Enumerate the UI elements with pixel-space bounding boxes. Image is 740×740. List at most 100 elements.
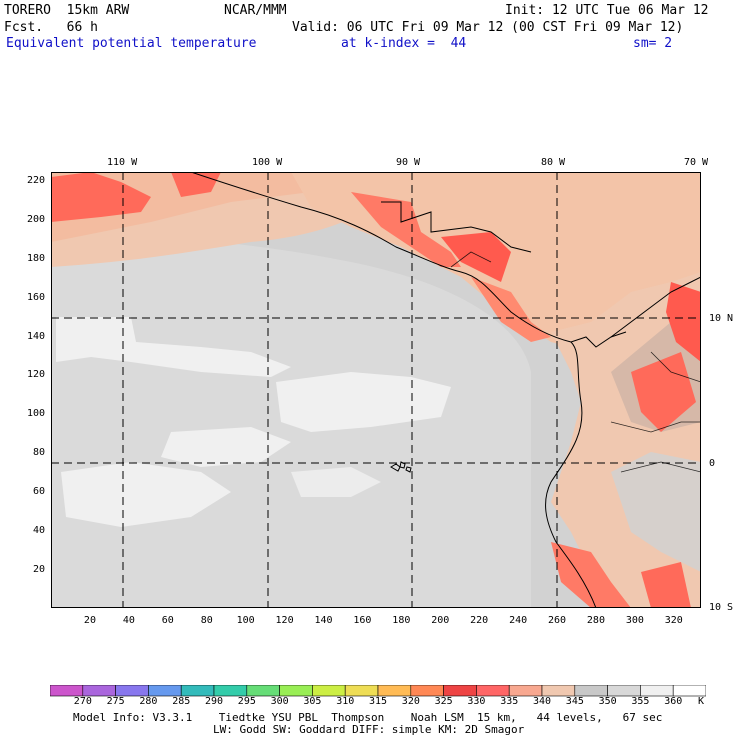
forecast-hour: Fcst. 66 h (4, 20, 98, 35)
colorbar-label: 285 (172, 696, 191, 707)
grid-x-label: 100 (236, 615, 255, 626)
colorbar-label: 310 (336, 696, 355, 707)
init-time: Init: 12 UTC Tue 06 Mar 12 (505, 3, 709, 18)
grid-y-label: 100 (27, 408, 46, 420)
colorbar-swatch (82, 684, 116, 697)
grid-y-label: 180 (27, 252, 46, 264)
colorbar-label: 270 (73, 696, 92, 707)
warm-peru (551, 542, 631, 608)
longitude-label: 70 W (684, 157, 709, 168)
grid-x-label: 160 (353, 615, 372, 626)
colorbar-swatch (574, 684, 608, 697)
colorbar-swatch (476, 684, 510, 697)
grid-x-label: 40 (122, 615, 135, 626)
warm-colombia (631, 352, 696, 432)
grid-x-label: 280 (586, 615, 605, 626)
k-index: at k-index = 44 (341, 36, 467, 51)
warm-nicaragua (441, 232, 511, 282)
colorbar-label: 280 (139, 696, 158, 707)
grid-x-label: 80 (200, 615, 213, 626)
colorbar-label: 345 (565, 696, 584, 707)
colorbar-swatch (508, 684, 543, 697)
graticule (51, 172, 701, 608)
colorbar-label: 320 (401, 696, 420, 707)
longitude-label: 80 W (541, 157, 566, 168)
colorbar-label: 335 (500, 696, 519, 707)
latitude-label: 0 (709, 458, 716, 469)
grid-x-label: 200 (431, 615, 450, 626)
latitude-label: 10 S (709, 602, 734, 613)
longitude-label: 90 W (396, 157, 421, 168)
colorbar-swatch (443, 684, 477, 697)
white-patch-3 (161, 427, 291, 467)
institution-label: NCAR/MMM (224, 3, 287, 18)
warm-guatemala (351, 192, 461, 267)
colorbar-unit: K (698, 696, 705, 707)
colorbar-swatch (672, 684, 707, 697)
grid-x-label: 20 (83, 615, 96, 626)
grid-x-label: 320 (664, 615, 683, 626)
colorbar-swatch (607, 684, 641, 697)
colorbar-label: 295 (237, 696, 256, 707)
field-name: Equivalent potential temperature (6, 36, 257, 51)
model-info: Model Info: V3.3.1 Tiedtke YSU PBL Thomp… (73, 711, 663, 724)
warm-south (641, 562, 691, 608)
colorbar-swatch (213, 684, 248, 697)
grid-y-label: 20 (33, 564, 46, 576)
latitude-label: 10 N (709, 313, 734, 324)
grid-x-label: 220 (470, 615, 489, 626)
colorbar-label: 275 (106, 696, 125, 707)
valid-time: Valid: 06 UTC Fri 09 Mar 12 (00 CST Fri … (292, 20, 684, 35)
colorbar-label: 325 (434, 696, 453, 707)
colorbar-label: 350 (598, 696, 617, 707)
grid-x-label: 60 (161, 615, 174, 626)
model-title: TORERO 15km ARW (4, 3, 130, 18)
model-physics: LW: Godd SW: Goddard DIFF: simple KM: 2D… (213, 723, 525, 736)
colorbar-label: 340 (533, 696, 552, 707)
colorbar-swatch (49, 684, 84, 697)
colorbar-label: 315 (369, 696, 388, 707)
colorbar (49, 682, 707, 701)
colorbar-label: 290 (205, 696, 224, 707)
white-patch-2 (276, 372, 451, 432)
colorbar-label: 305 (303, 696, 322, 707)
colorbar-swatch (279, 684, 313, 697)
map-frame (51, 172, 701, 608)
colorbar-swatch (148, 684, 182, 697)
grid-y-label: 140 (27, 330, 46, 342)
grid-x-label: 260 (547, 615, 567, 626)
colorbar-swatch (312, 684, 346, 697)
grid-y-label: 60 (33, 486, 46, 498)
theta-e-map[interactable] (51, 172, 701, 608)
map-panel[interactable] (51, 172, 701, 608)
colorbar-swatch (180, 684, 215, 697)
sa-gray-south (611, 452, 701, 572)
longitude-label: 110 W (107, 157, 138, 168)
colorbar-label: 360 (664, 696, 683, 707)
colorbar-swatch (377, 684, 412, 697)
grid-y-label: 160 (27, 291, 46, 303)
smoothing: sm= 2 (633, 36, 673, 51)
white-patch-5 (291, 467, 381, 497)
colorbar-label: 355 (631, 696, 650, 707)
grid-x-label: 240 (509, 615, 528, 626)
grid-y-label: 120 (27, 369, 46, 381)
coastlines (190, 172, 701, 608)
colorbar-label: 330 (467, 696, 486, 707)
colorbar-swatch (344, 684, 379, 697)
colorbar-swatch (541, 684, 576, 697)
white-patch-1 (56, 317, 291, 377)
grid-y-label: 40 (33, 525, 46, 537)
colorbar-swatch (115, 684, 149, 697)
colorbar-swatch (410, 684, 444, 697)
colorbar-swatches (49, 684, 707, 697)
colorbar-swatch (246, 684, 280, 697)
warm-venezuela (666, 282, 701, 362)
grid-y-label: 80 (33, 447, 46, 459)
longitude-label: 100 W (252, 157, 283, 168)
borders (450, 251, 701, 473)
grid-x-label: 300 (625, 615, 644, 626)
white-patch-4 (61, 462, 231, 527)
colorbar-swatch (640, 684, 674, 697)
